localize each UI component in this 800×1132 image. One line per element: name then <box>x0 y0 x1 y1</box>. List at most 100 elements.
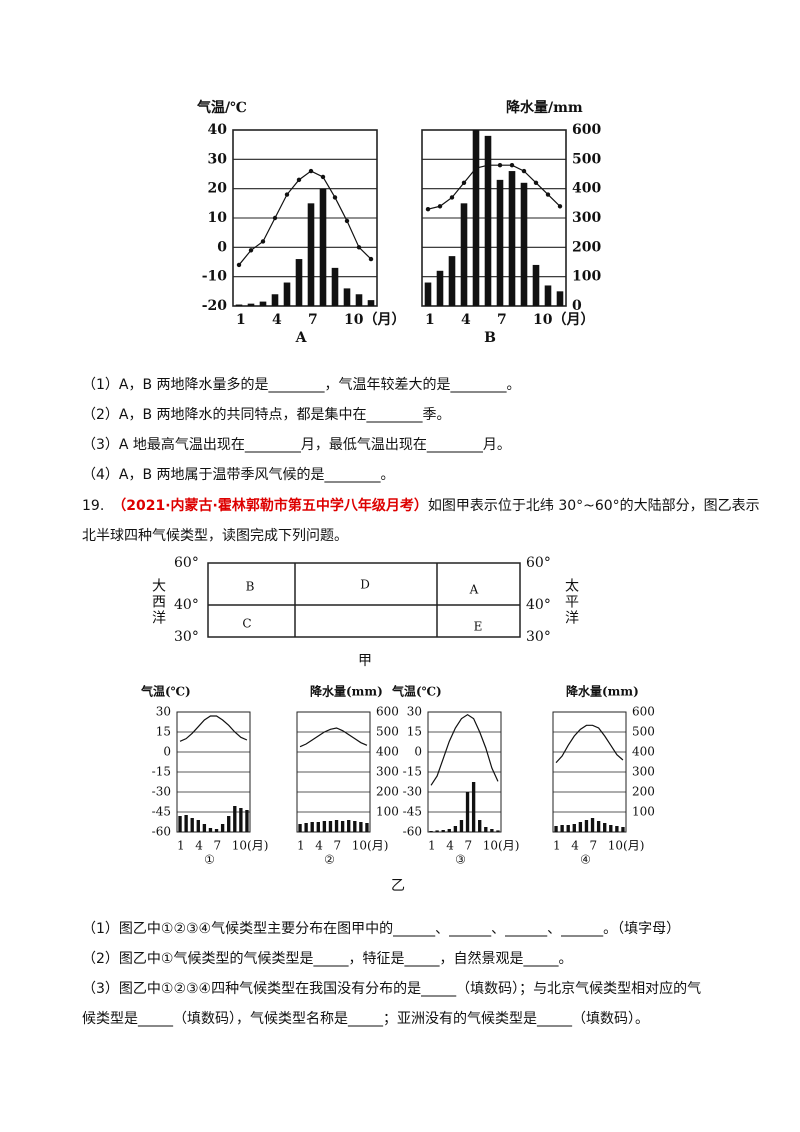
temperature-point <box>461 180 467 185</box>
precipitation-bar <box>220 824 225 832</box>
temperature-line <box>430 713 499 786</box>
y-tick-label: 0 <box>414 745 422 759</box>
precipitation-bar <box>544 285 552 306</box>
latitude-label: 30° <box>526 629 551 645</box>
question: 候类型是_____（填数码），气候类型名称是_____；亚洲没有的气候类型是__… <box>82 1011 649 1027</box>
precipitation-bar <box>322 821 327 832</box>
y-tick-label: 400 <box>376 745 399 759</box>
y-tick-label: -30 <box>152 785 171 799</box>
y-tick-label: -30 <box>403 785 422 799</box>
temperature-line <box>427 164 561 210</box>
precipitation-bar <box>429 831 433 832</box>
axis-title: 气温(℃) <box>140 684 191 699</box>
precipitation-bar <box>484 827 488 832</box>
precipitation-bar <box>328 821 333 832</box>
precipitation-bar <box>208 828 213 832</box>
temperature-point <box>437 204 443 209</box>
latitude-label: 60° <box>174 555 199 571</box>
precipitation-bar <box>214 829 219 832</box>
precipitation-bar <box>310 822 314 832</box>
precipitation-bar <box>496 179 504 306</box>
question-source: （2021·内蒙古·霍林郭勒市第五中学八年级月考） <box>112 497 428 514</box>
latitude-label: 40° <box>526 597 551 613</box>
precipitation-bar <box>424 282 432 306</box>
y-tick-label: 0 <box>572 298 582 314</box>
axis-title: 降水量(mm) <box>310 684 383 699</box>
question-text: 北半球四种气候类型，读图完成下列问题。 <box>82 527 348 544</box>
precipitation-bar <box>436 270 444 306</box>
y-tick-label: 600 <box>632 705 655 719</box>
temperature-point <box>545 192 551 197</box>
temperature-point <box>497 163 503 168</box>
precipitation-bar <box>340 821 345 832</box>
precipitation-bar <box>448 256 456 306</box>
y-tick-label: 20 <box>208 181 228 197</box>
precipitation-bar <box>298 824 302 832</box>
temperature-line <box>299 727 368 748</box>
precipitation-bar <box>609 825 613 832</box>
precipitation-bar <box>367 300 375 306</box>
precipitation-bar <box>566 825 570 832</box>
y-tick-label: 30 <box>156 705 171 719</box>
precipitation-bar <box>435 830 439 832</box>
precipitation-bar <box>578 822 583 832</box>
precipitation-bar <box>190 818 194 832</box>
ocean-label: 太平洋 <box>563 578 579 626</box>
y-tick-label: -15 <box>403 765 422 779</box>
precipitation-bar <box>304 823 308 832</box>
x-tick-label: 1 <box>297 839 305 853</box>
temperature-point <box>473 165 479 171</box>
y-tick-label: 500 <box>572 151 601 167</box>
latitude-label: 60° <box>526 555 551 571</box>
precipitation-bar <box>532 264 540 306</box>
y-tick-label: 100 <box>572 269 601 285</box>
x-tick-label: 10（月） <box>344 312 405 328</box>
y-tick-label: 100 <box>632 805 655 819</box>
x-tick-label: 7 <box>590 839 598 853</box>
temperature-line <box>238 170 372 266</box>
y-tick-label: 500 <box>632 725 655 739</box>
y-tick-label: -10 <box>202 269 228 285</box>
y-tick-label: 300 <box>632 765 655 779</box>
region-label: A <box>469 583 479 597</box>
x-tick-label: 7 <box>214 839 222 853</box>
temperature-point <box>320 174 326 180</box>
x-tick-label: 7 <box>308 312 318 328</box>
y-tick-label: 100 <box>376 805 399 819</box>
chart-label: ③ <box>455 853 466 867</box>
temperature-line <box>555 724 624 764</box>
y-tick-label: -60 <box>152 825 171 839</box>
x-tick-label: 7 <box>497 312 507 328</box>
precipitation-bar <box>465 792 470 832</box>
precipitation-bar <box>359 822 363 832</box>
precipitation-bar <box>319 188 327 306</box>
temperature-point <box>332 195 338 200</box>
x-tick-label: 4 <box>571 839 579 853</box>
precipitation-bar <box>603 823 607 832</box>
axis-title: 气温/℃ <box>196 99 247 116</box>
precipitation-bar <box>343 288 351 306</box>
precipitation-bar <box>484 135 492 306</box>
question: （1）A，B 两地降水量多的是________，气温年较差大的是________… <box>82 376 521 393</box>
y-tick-label: 400 <box>572 181 601 197</box>
temperature-point <box>308 168 314 174</box>
precipitation-bar <box>259 301 267 306</box>
precipitation-bar <box>615 826 619 832</box>
question-number: 19. <box>82 498 104 514</box>
x-tick-label: 10（月） <box>533 312 594 328</box>
precipitation-bar <box>307 203 315 306</box>
precipitation-bar <box>316 822 320 832</box>
chart-label: ④ <box>580 853 591 867</box>
temperature-point <box>425 207 431 212</box>
chart-label: A <box>295 330 308 346</box>
temperature-point <box>533 180 539 185</box>
chart-label: ① <box>204 853 215 867</box>
region-label: B <box>246 580 255 594</box>
precipitation-bar <box>459 820 464 832</box>
question: （4）A，B 两地属于温带季风气候的是________。 <box>82 467 395 483</box>
precipitation-bar <box>184 815 188 832</box>
precipitation-bar <box>596 821 601 832</box>
y-tick-label: 400 <box>632 745 655 759</box>
